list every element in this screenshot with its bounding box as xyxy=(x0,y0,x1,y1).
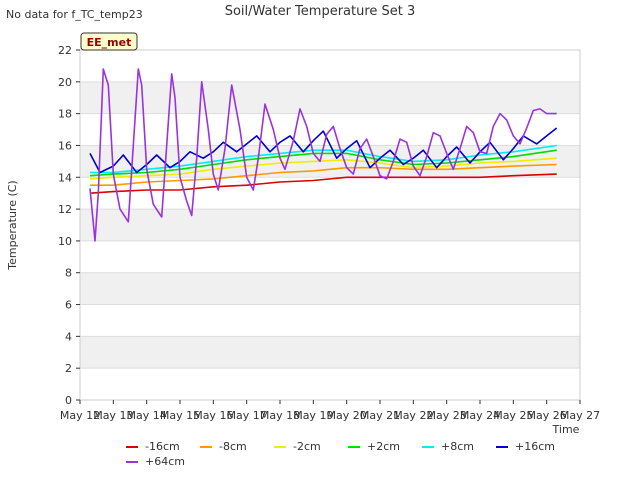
x-tick-label: May 14 xyxy=(127,409,167,422)
chart-title: Soil/Water Temperature Set 3 xyxy=(225,4,416,19)
y-tick-label: 16 xyxy=(58,139,72,152)
x-tick-label: May 24 xyxy=(460,409,500,422)
x-tick-label: May 26 xyxy=(527,409,567,422)
y-tick-label: 2 xyxy=(65,362,72,375)
x-tick-label: May 16 xyxy=(193,409,233,422)
legend-label: +2cm xyxy=(367,440,400,453)
y-tick-label: 18 xyxy=(58,108,72,121)
x-tick-label: May 19 xyxy=(293,409,333,422)
x-axis-label: Time xyxy=(552,423,580,436)
x-tick-label: May 27 xyxy=(560,409,600,422)
badge-label: EE_met xyxy=(87,36,132,49)
legend: -16cm -8cm -2cm +2cm +8cm +16cm +64cm xyxy=(126,440,555,468)
plot-frame xyxy=(79,49,581,401)
x-tick-label: May 17 xyxy=(227,409,267,422)
grid-band xyxy=(80,209,580,241)
plot-background xyxy=(80,50,580,400)
legend-label: +8cm xyxy=(441,440,474,453)
x-tick-label: May 15 xyxy=(160,409,200,422)
x-tick-label: May 25 xyxy=(493,409,533,422)
y-tick-label: 14 xyxy=(58,171,72,184)
x-tick-label: May 12 xyxy=(60,409,100,422)
badge-box xyxy=(80,32,138,51)
y-tick-label: 6 xyxy=(65,299,72,312)
x-tick-label: May 22 xyxy=(393,409,433,422)
x-tick-label: May 23 xyxy=(427,409,467,422)
y-tick-label: 10 xyxy=(58,235,72,248)
grid-band xyxy=(80,81,580,114)
legend-label: -2cm xyxy=(293,440,321,453)
x-tick-label: May 18 xyxy=(260,409,300,422)
y-tick-label: 4 xyxy=(65,330,72,343)
y-axis-ticks: 0 2 4 6 8 10 12 14 16 18 20 22 xyxy=(58,44,80,407)
legend-label: +16cm xyxy=(515,440,555,453)
x-tick-label: May 20 xyxy=(327,409,367,422)
series-lines xyxy=(89,68,558,242)
y-tick-label: 0 xyxy=(65,394,72,407)
x-tick-label: May 21 xyxy=(360,409,400,422)
series-line xyxy=(89,173,557,194)
y-tick-label: 20 xyxy=(58,76,72,89)
y-tick-label: 22 xyxy=(58,44,72,57)
legend-label: +64cm xyxy=(145,455,185,468)
y-tick-label: 12 xyxy=(58,203,72,216)
series-line xyxy=(89,157,557,180)
legend-label: -16cm xyxy=(145,440,180,453)
series-line xyxy=(90,163,557,186)
no-data-note: No data for f_TC_temp23 xyxy=(6,8,143,21)
x-tick-label: May 13 xyxy=(93,409,133,422)
y-axis-label: Temperature (C) xyxy=(6,180,19,270)
series-line xyxy=(89,68,557,242)
legend-label: -8cm xyxy=(219,440,247,453)
grid-band xyxy=(80,272,580,305)
grid-band xyxy=(80,336,580,369)
y-tick-label: 8 xyxy=(65,267,72,280)
